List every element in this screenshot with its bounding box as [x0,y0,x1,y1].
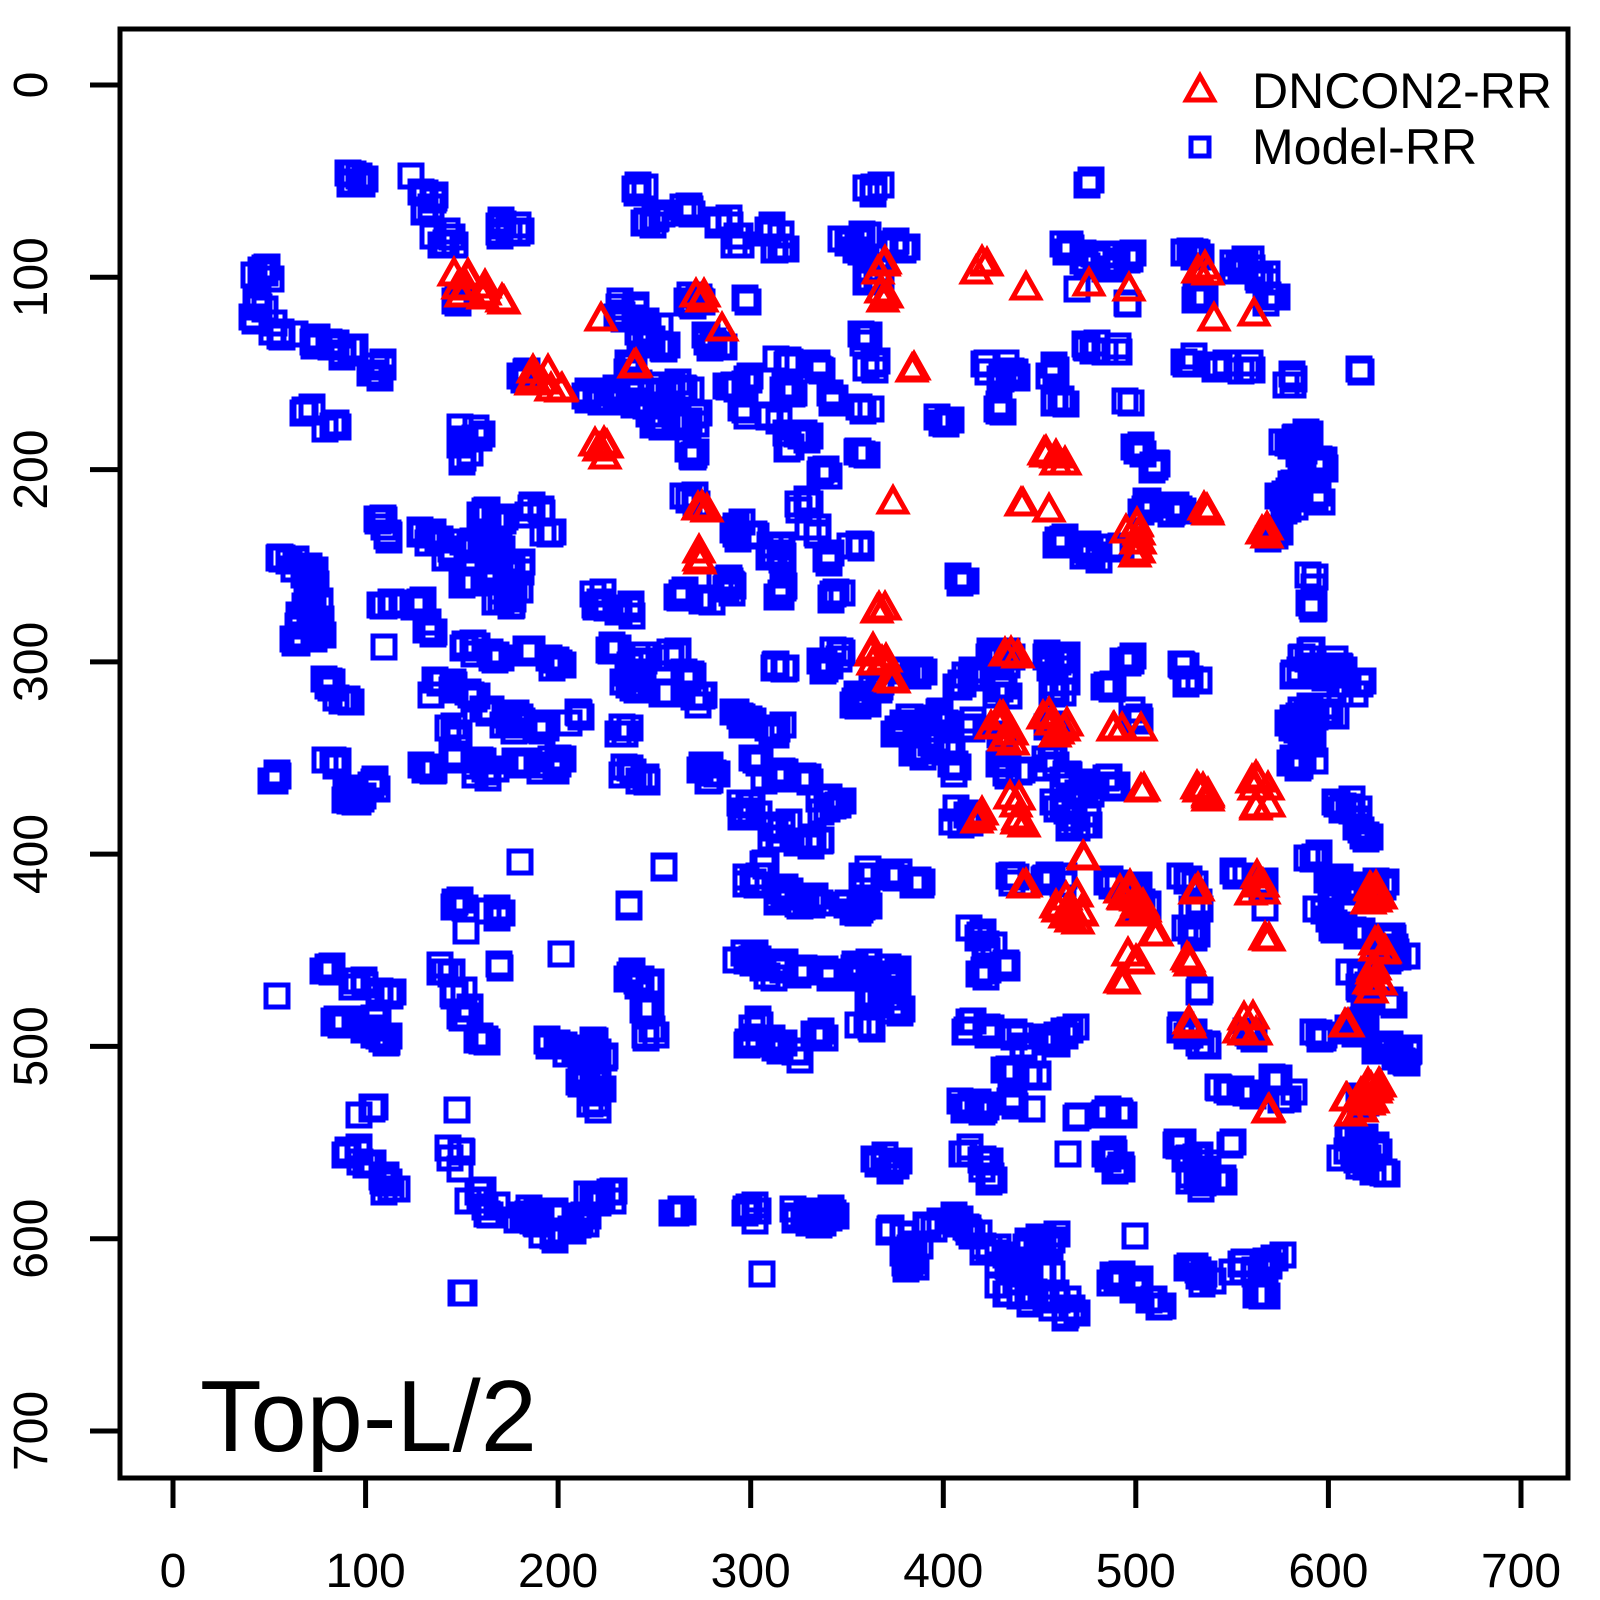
svg-text:200: 200 [5,430,58,510]
svg-text:Top-L/2: Top-L/2 [200,1361,537,1473]
svg-text:300: 300 [711,1545,791,1598]
svg-text:DNCON2-RR: DNCON2-RR [1252,63,1552,119]
svg-text:100: 100 [326,1545,406,1598]
svg-text:0: 0 [160,1545,187,1598]
svg-text:200: 200 [518,1545,598,1598]
svg-text:500: 500 [1096,1545,1176,1598]
svg-text:100: 100 [5,237,58,317]
svg-text:600: 600 [5,1199,58,1279]
svg-text:600: 600 [1288,1545,1368,1598]
svg-text:300: 300 [5,622,58,702]
svg-text:700: 700 [5,1391,58,1471]
svg-text:500: 500 [5,1006,58,1086]
svg-text:700: 700 [1481,1545,1561,1598]
svg-text:0: 0 [5,72,58,99]
svg-text:400: 400 [5,814,58,894]
svg-text:Model-RR: Model-RR [1252,119,1477,175]
svg-text:400: 400 [903,1545,983,1598]
